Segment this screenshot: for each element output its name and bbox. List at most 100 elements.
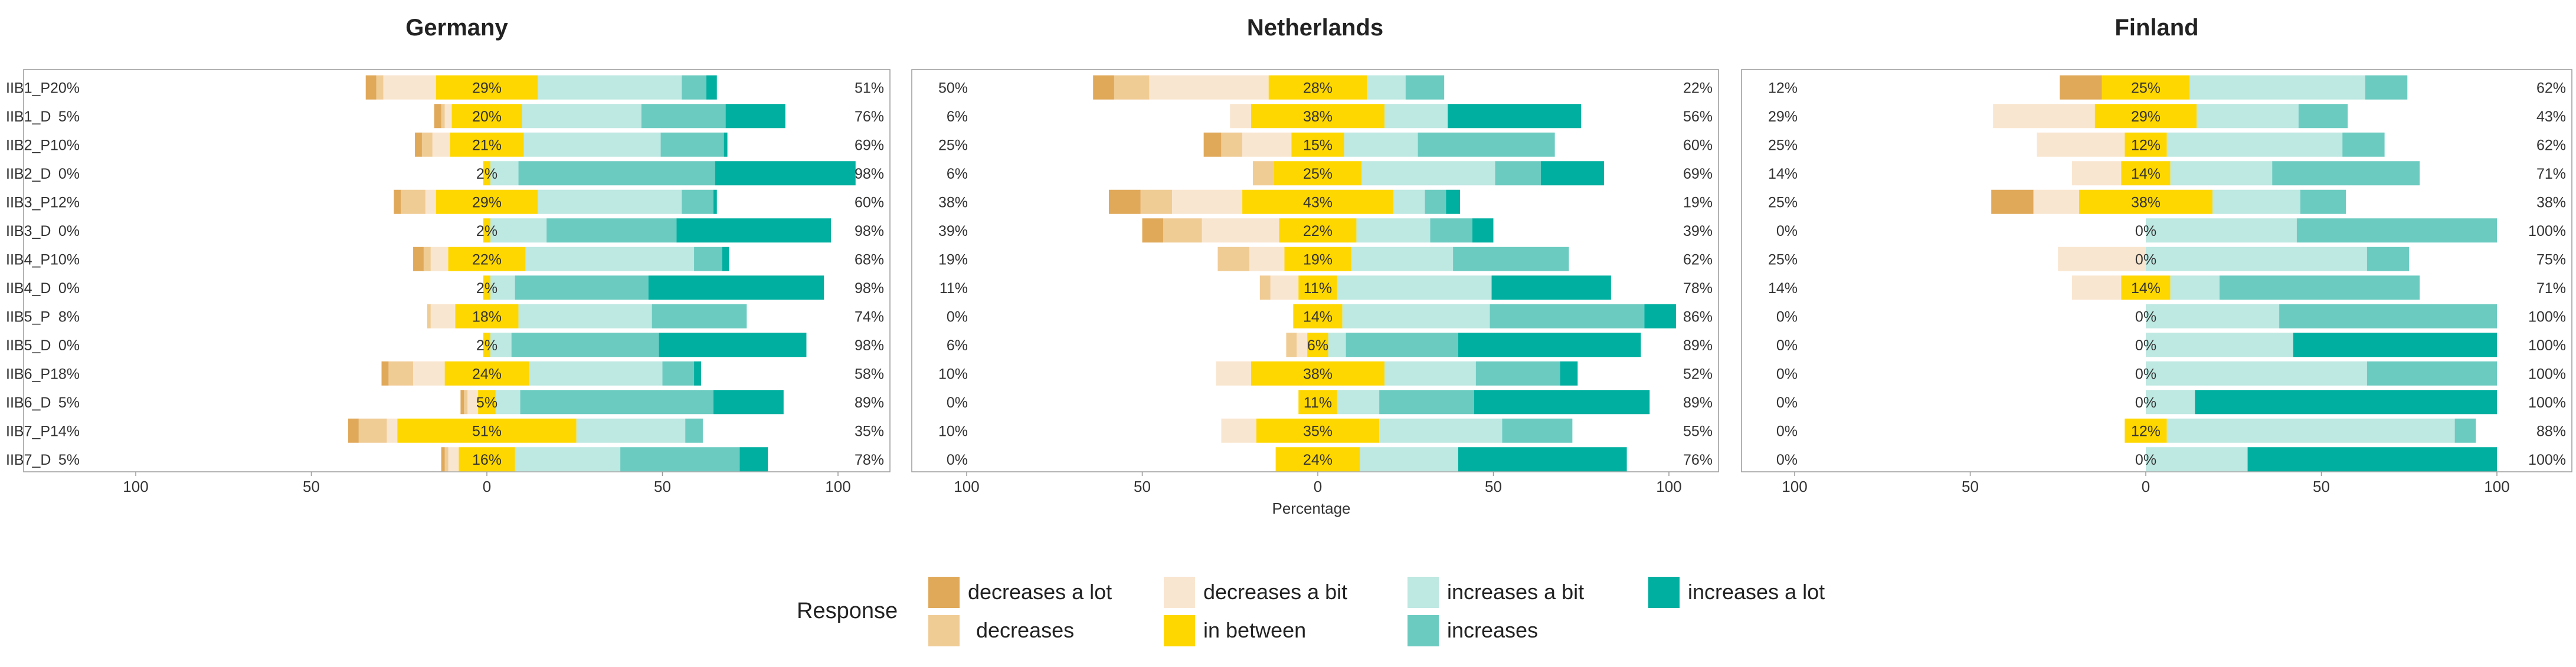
bar-row-iib3-p: 25% 38% 38% xyxy=(1768,189,2566,214)
bar-row-iib2-p: 25% 12% 62% xyxy=(1768,132,2566,157)
bar-segment-between xyxy=(2094,104,2197,129)
bar-segment-increase xyxy=(2342,132,2385,157)
legend-label: decreases xyxy=(976,618,1074,642)
left-percent-label: 0% xyxy=(1776,452,1798,468)
bar-segment-decrease-bit xyxy=(413,361,445,386)
bar-segment-between xyxy=(1275,447,1360,472)
bar-segment-decrease-bit xyxy=(1242,132,1292,157)
center-percent-label: 38% xyxy=(2131,194,2161,211)
bar-segment-between xyxy=(483,275,490,300)
bar-segment-decrease-bit xyxy=(430,304,456,328)
bar-segment-increase-bit xyxy=(2170,275,2220,300)
bar-segment-increase-bit xyxy=(529,361,663,386)
bar-row-iib4-d: 11% 11% 78% xyxy=(940,275,1713,300)
bar-segment-increase-bit xyxy=(525,247,695,271)
right-percent-label: 62% xyxy=(2536,137,2566,153)
bar-segment-increase-bit xyxy=(1356,218,1431,243)
bar-segment-between xyxy=(483,218,490,243)
bar-segment-increase xyxy=(1418,132,1555,157)
bar-segment-increase xyxy=(1495,161,1541,186)
left-percent-label: 5% xyxy=(58,395,80,411)
item-label: IIB2_P xyxy=(6,137,50,153)
center-percent-label: 0% xyxy=(2135,395,2156,411)
bar-segment-increase-lot xyxy=(694,361,701,386)
bar-segment-decrease-bit xyxy=(2033,189,2079,214)
legend-swatch xyxy=(1164,577,1195,608)
panel-frame xyxy=(23,69,891,472)
bar-row-iib2-d: 6% 25% 69% xyxy=(947,161,1713,186)
bar-row-iib1-p: 50% 28% 22% xyxy=(938,75,1713,100)
right-percent-label: 74% xyxy=(855,308,884,325)
bar-row-iib6-p: 0% 0% 100% xyxy=(1776,361,2566,386)
bar-segment-between xyxy=(483,161,490,186)
item-label: IIB2_D xyxy=(6,166,51,182)
bar-segment-between xyxy=(444,361,529,386)
legend-label: decreases a lot xyxy=(968,580,1112,604)
bar-row-iib5-p: 0% 14% 86% xyxy=(947,304,1713,328)
bar-segment-increase-bit xyxy=(538,75,682,100)
right-percent-label: 100% xyxy=(2528,223,2566,239)
bar-segment-increase xyxy=(2279,304,2497,328)
bar-segment-increase-bit xyxy=(1342,304,1490,328)
right-percent-label: 56% xyxy=(1683,109,1713,125)
center-percent-label: 18% xyxy=(472,308,502,325)
bar-row-iib4-d: 14% 14% 71% xyxy=(1768,275,2566,300)
bar-segment-increase xyxy=(1475,361,1560,386)
bar-segment-increase xyxy=(515,275,649,300)
item-label: IIB6_P xyxy=(6,366,50,382)
bar-segment-increase-lot xyxy=(1448,104,1582,129)
bar-segment-between xyxy=(2125,418,2167,443)
left-percent-label: 0% xyxy=(1776,423,1798,439)
panel-title: Finland xyxy=(2115,15,2198,41)
right-percent-label: 58% xyxy=(855,366,884,382)
left-percent-label: 25% xyxy=(938,137,968,153)
bar-segment-increase-lot xyxy=(713,390,784,415)
left-percent-label: 6% xyxy=(947,109,968,125)
bar-segment-increase xyxy=(652,304,747,328)
bar-segment-increase-bit xyxy=(2146,390,2195,415)
left-percent-label: 0% xyxy=(1776,308,1798,325)
bar-segment-increase xyxy=(2300,189,2346,214)
x-tick-label: 0 xyxy=(2142,478,2150,495)
bar-segment-increase-bit xyxy=(1361,161,1495,186)
bar-segment-increase-lot xyxy=(715,161,856,186)
item-label: IIB1_P xyxy=(6,80,50,96)
bar-segment-increase-lot xyxy=(2247,447,2497,472)
legend-item-increase-lot: increases a lot xyxy=(1648,577,1825,608)
bar-segment-increase xyxy=(682,189,713,214)
center-percent-label: 19% xyxy=(1303,251,1333,268)
bar-segment-decrease xyxy=(423,247,431,271)
bar-segment-increase xyxy=(518,161,715,186)
left-percent-label: 0% xyxy=(58,166,80,182)
bar-segment-between xyxy=(451,104,522,129)
bar-segment-increase-lot xyxy=(1644,304,1676,328)
bar-row-iib7-p: IIB7_P 14% 51% 35% xyxy=(6,418,884,443)
left-percent-label: 0% xyxy=(58,280,80,297)
bar-row-iib6-d: IIB6_D 5% 5% 89% xyxy=(6,390,884,415)
center-percent-label: 43% xyxy=(1303,194,1333,211)
bar-row-iib1-d: 29% 29% 43% xyxy=(1768,104,2566,129)
bar-row-iib7-p: 0% 12% 88% xyxy=(1776,418,2566,443)
left-percent-label: 6% xyxy=(947,337,968,354)
left-percent-label: 10% xyxy=(938,366,968,382)
item-label: IIB6_D xyxy=(6,395,51,411)
panel-title: Germany xyxy=(405,15,508,41)
bar-segment-between xyxy=(2121,275,2171,300)
left-percent-label: 0% xyxy=(1776,337,1798,354)
bar-row-iib4-p: 25% 0% 75% xyxy=(1768,247,2566,271)
bar-segment-decrease-lot xyxy=(365,75,377,100)
bar-segment-increase xyxy=(546,218,677,243)
center-percent-label: 0% xyxy=(2135,337,2156,354)
bar-segment-increase-lot xyxy=(1458,447,1627,472)
bar-segment-increase xyxy=(2366,247,2410,271)
bar-segment-increase xyxy=(1425,189,1446,214)
bar-segment-increase-lot xyxy=(739,447,768,472)
bar-row-iib5-p: 0% 0% 100% xyxy=(1776,304,2566,328)
bar-row-iib2-d: 14% 14% 71% xyxy=(1768,161,2566,186)
right-percent-label: 78% xyxy=(1683,280,1713,297)
panel-title: Netherlands xyxy=(1247,15,1383,41)
center-percent-label: 5% xyxy=(476,395,497,411)
left-percent-label: 14% xyxy=(1768,280,1798,297)
bar-row-iib3-d: 0% 0% 100% xyxy=(1776,218,2566,243)
center-percent-label: 12% xyxy=(2131,423,2161,439)
